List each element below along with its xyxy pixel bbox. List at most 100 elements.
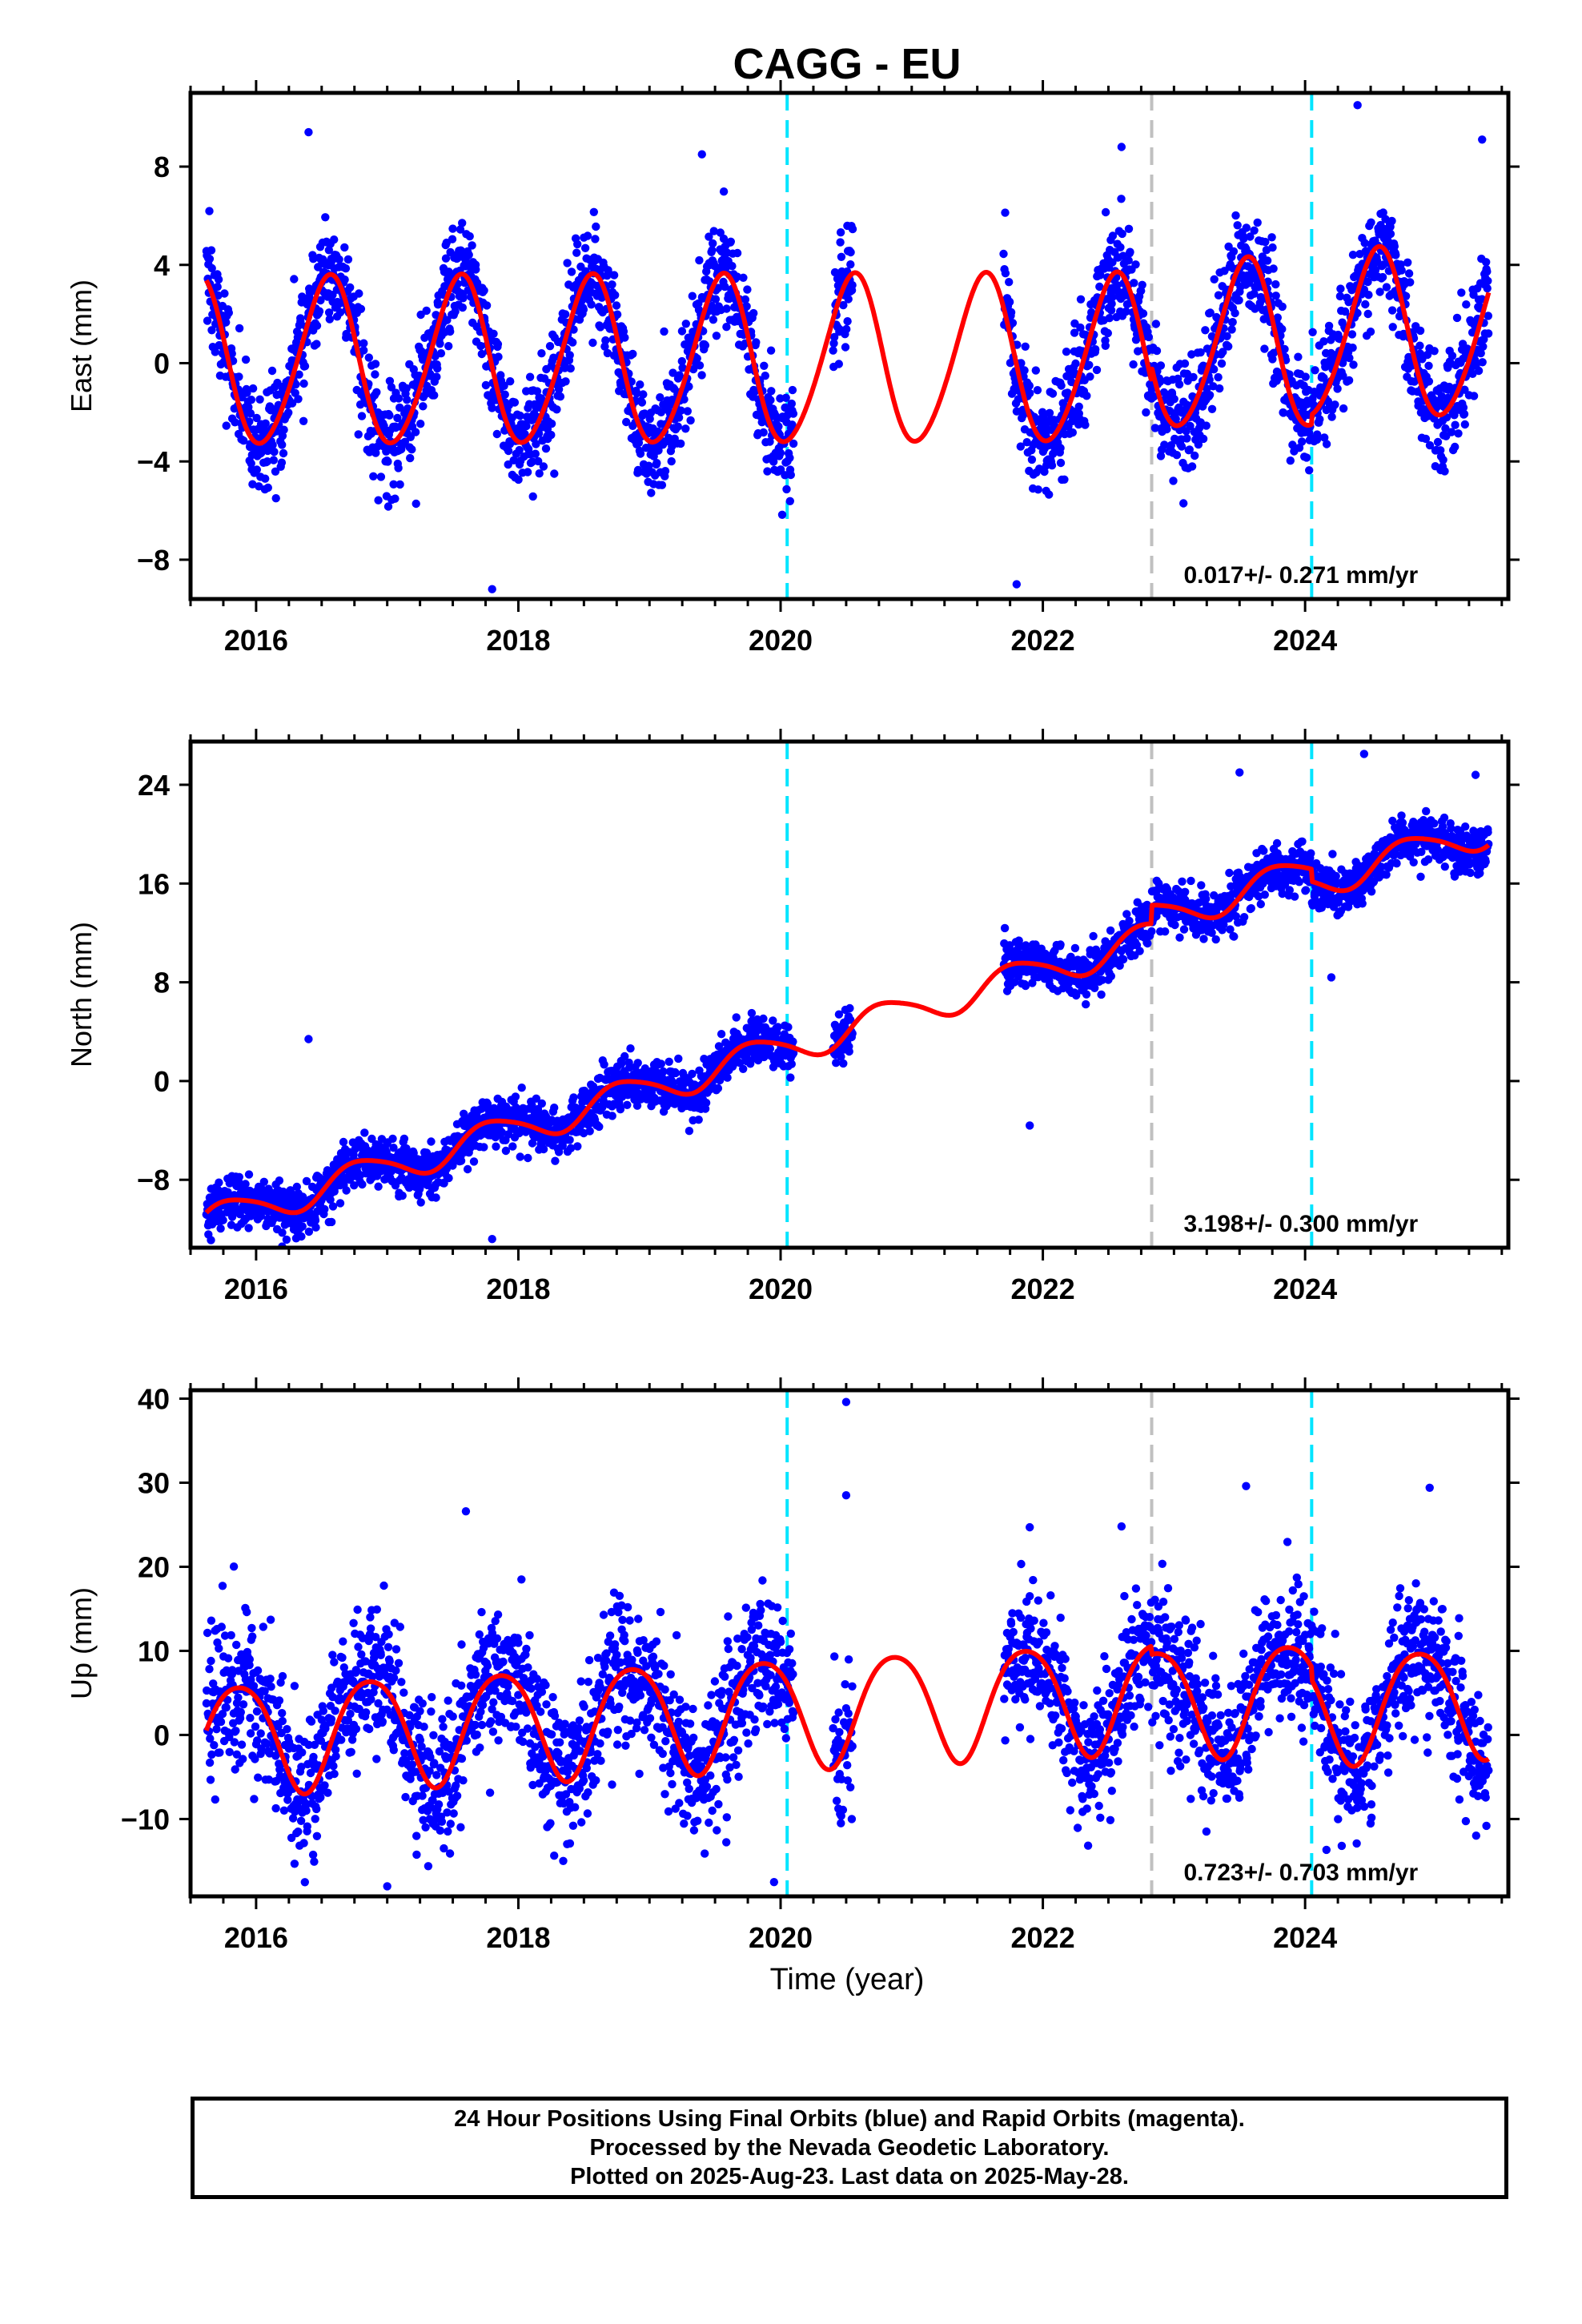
data-point [492, 1142, 500, 1151]
data-point [1156, 361, 1166, 370]
data-point [1089, 931, 1098, 941]
data-point [1271, 279, 1280, 289]
data-point [709, 316, 718, 324]
data-point [261, 419, 270, 428]
data-point [1045, 408, 1054, 417]
data-point [312, 321, 322, 330]
data-point [789, 409, 798, 418]
data-point [608, 280, 616, 289]
data-point [327, 1217, 336, 1227]
data-point [1150, 424, 1160, 432]
data-point [644, 461, 653, 470]
data-point [1006, 308, 1016, 317]
data-point [1086, 372, 1094, 381]
data-point [1366, 328, 1375, 336]
data-point [1117, 195, 1126, 203]
data-point [1223, 332, 1231, 340]
data-point [598, 1103, 607, 1112]
data-point [374, 496, 383, 505]
data-point [1040, 467, 1049, 476]
data-point [1335, 292, 1345, 301]
data-point [671, 1068, 681, 1078]
data-point [1106, 306, 1116, 315]
data-point [215, 1178, 223, 1187]
data-point [350, 1181, 359, 1190]
data-point [1041, 421, 1050, 431]
data-point [472, 265, 480, 274]
data-point [623, 1100, 632, 1110]
data-point [726, 237, 735, 246]
data-point [842, 324, 851, 334]
data-point [385, 411, 394, 420]
data-point [1103, 328, 1113, 338]
data-point [1082, 392, 1091, 400]
data-point [396, 480, 404, 489]
data-point [1278, 324, 1287, 334]
data-point [628, 1088, 637, 1098]
data-point [441, 254, 451, 263]
data-point [591, 235, 600, 243]
data-point [1391, 251, 1400, 259]
data-point [1205, 376, 1214, 384]
data-point [1386, 229, 1395, 239]
data-point [785, 497, 794, 505]
data-point [1404, 269, 1414, 278]
data-point [1344, 376, 1354, 385]
data-point [1231, 211, 1240, 220]
data-point [603, 348, 612, 358]
data-point [608, 1112, 616, 1120]
data-point [456, 1156, 466, 1165]
data-point [1186, 421, 1195, 431]
data-point [620, 333, 629, 342]
data-point [1239, 234, 1248, 243]
data-point [722, 304, 731, 313]
data-point [312, 340, 321, 348]
data-point [697, 371, 706, 380]
data-point [537, 1099, 546, 1108]
data-point [723, 1073, 732, 1082]
data-point [357, 412, 367, 420]
data-point [448, 224, 457, 233]
data-point [749, 308, 758, 318]
data-point [523, 468, 532, 476]
data-point [275, 1176, 284, 1185]
data-point [1076, 323, 1085, 332]
data-point [224, 308, 233, 317]
data-point [383, 502, 393, 511]
data-point [506, 377, 515, 386]
data-point [788, 420, 797, 429]
data-point [511, 1092, 520, 1101]
data-point [1045, 490, 1054, 499]
data-point [839, 300, 848, 310]
y-tick-label: −8 [137, 544, 170, 577]
data-point [550, 1104, 559, 1112]
data-point [1202, 421, 1211, 430]
data-point [1267, 233, 1276, 242]
data-point [1479, 342, 1488, 351]
data-point [279, 448, 288, 458]
data-point [489, 329, 498, 338]
data-point [587, 300, 596, 309]
data-point [284, 408, 293, 417]
data-point [1033, 386, 1042, 395]
data-point [769, 1016, 777, 1025]
data-point [1210, 891, 1219, 900]
data-point [1203, 384, 1211, 393]
data-point [1483, 283, 1492, 293]
data-point [328, 1202, 338, 1211]
data-point [501, 1146, 511, 1156]
data-point [1305, 466, 1314, 475]
data-point [1194, 440, 1203, 449]
data-point [1439, 456, 1447, 464]
data-point [1340, 307, 1350, 316]
data-point [573, 239, 582, 249]
data-point [271, 494, 280, 503]
data-point [782, 485, 791, 494]
x-tick-label: 2022 [1011, 624, 1075, 657]
data-point [1047, 461, 1057, 470]
data-point [263, 483, 272, 493]
data-point [1242, 223, 1251, 232]
data-point [1441, 424, 1450, 433]
data-point [1294, 352, 1303, 361]
data-point [1076, 295, 1086, 304]
